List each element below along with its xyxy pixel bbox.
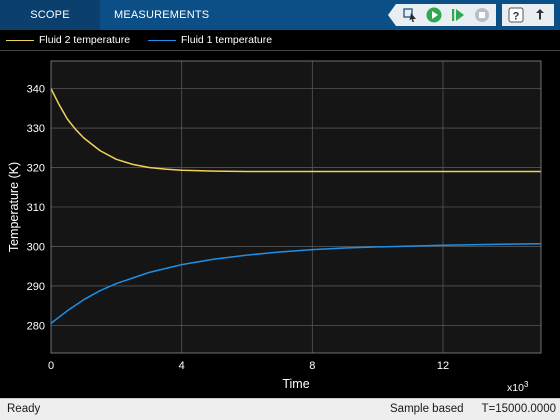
- help-controls: ?: [502, 4, 554, 26]
- y-axis-label: Temperature (K): [7, 162, 21, 252]
- stop-icon[interactable]: [470, 4, 494, 26]
- legend-item-fluid-1[interactable]: Fluid 1 temperature: [148, 30, 272, 50]
- x-tick-label: 0: [48, 360, 54, 372]
- y-tick-label: 320: [27, 163, 45, 175]
- legend-swatch-fluid-2: [6, 39, 34, 41]
- x-tick-label: 4: [179, 360, 185, 372]
- toolstrip: SCOPE MEASUREMENTS: [0, 0, 560, 30]
- legend-label-fluid-1: Fluid 1 temperature: [181, 34, 273, 46]
- tab-measurements[interactable]: MEASUREMENTS: [114, 9, 210, 21]
- legend-item-fluid-2[interactable]: Fluid 2 temperature: [6, 30, 130, 50]
- y-tick-label: 300: [27, 241, 45, 253]
- legend-swatch-fluid-1: [148, 39, 176, 41]
- x-exponent-base: x10: [507, 382, 524, 394]
- status-sample-mode: Sample based: [390, 403, 464, 415]
- tab-scope[interactable]: SCOPE: [0, 0, 100, 30]
- x-axis-label: Time: [282, 377, 309, 391]
- x-axis-exponent: x103: [507, 380, 529, 394]
- step-forward-icon[interactable]: [446, 4, 470, 26]
- legend-label-fluid-2: Fluid 2 temperature: [39, 34, 131, 46]
- y-tick-label: 290: [27, 281, 45, 293]
- y-tick-label: 330: [27, 123, 45, 135]
- status-sim-time: T=15000.0000: [481, 403, 557, 415]
- run-icon[interactable]: [422, 4, 446, 26]
- y-tick-label: 280: [27, 320, 45, 332]
- status-ready: Ready: [7, 403, 41, 415]
- highlight-simulink-block-icon[interactable]: [398, 4, 422, 26]
- simulation-controls: [388, 4, 496, 26]
- undock-icon[interactable]: [528, 4, 552, 26]
- svg-text:?: ?: [513, 11, 520, 23]
- temperature-chart[interactable]: 0 4 8 12 280 290 300 310 320 330 340 Time Temperat…: [0, 51, 560, 398]
- y-tick-label: 340: [27, 84, 45, 96]
- axes-frame: [50, 60, 542, 354]
- plot-area[interactable]: 0 4 8 12 280 290 300 310 320 330 340 Time Temperat…: [0, 51, 560, 398]
- x-exponent-power: 3: [524, 380, 529, 389]
- toolbar: ?: [388, 4, 554, 26]
- plot-legend[interactable]: Fluid 2 temperature Fluid 1 temperature: [0, 30, 560, 51]
- series-line-fluid-2[interactable]: [50, 88, 541, 173]
- x-tick-label: 12: [437, 360, 449, 372]
- series-line-fluid-1[interactable]: [50, 242, 542, 324]
- y-tick-label: 310: [27, 202, 45, 214]
- x-tick-label: 8: [309, 360, 315, 372]
- help-icon[interactable]: ?: [504, 4, 528, 26]
- status-bar: Ready Sample based T=15000.0000: [0, 398, 560, 420]
